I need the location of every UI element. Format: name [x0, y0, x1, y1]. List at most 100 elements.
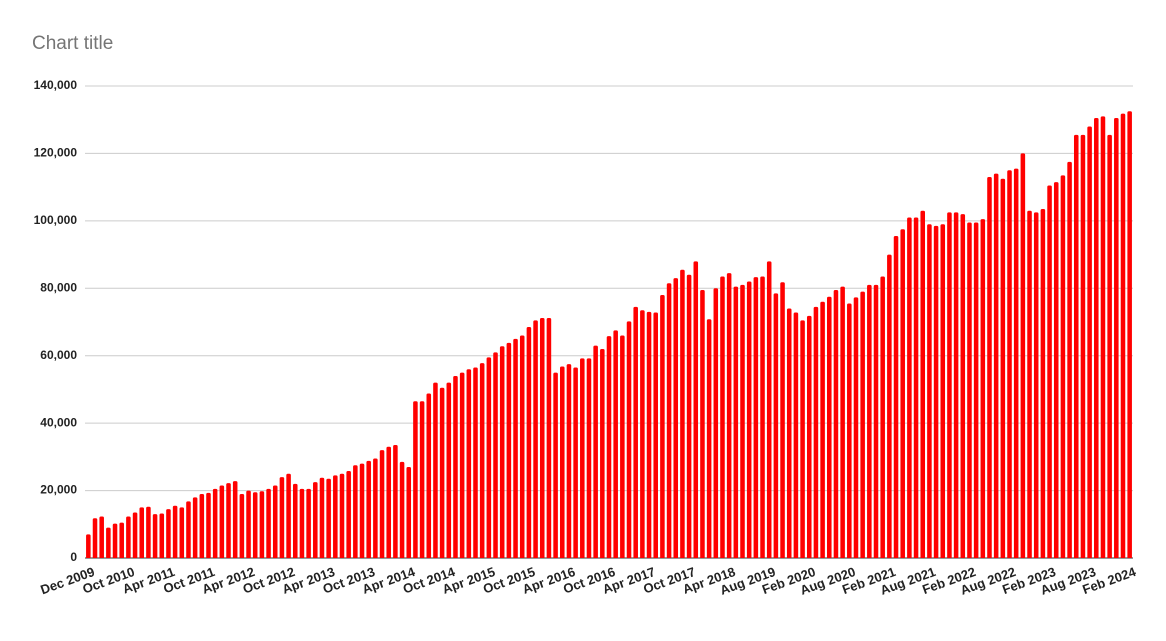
bar — [1027, 210, 1032, 558]
bar — [112, 523, 118, 558]
bar — [967, 222, 972, 559]
bar — [813, 306, 819, 558]
bar — [366, 460, 371, 558]
bar — [1040, 209, 1046, 559]
bar — [333, 475, 338, 558]
bar — [506, 342, 512, 558]
bar — [426, 393, 432, 558]
bar — [146, 506, 151, 558]
bar — [406, 466, 412, 558]
bar — [693, 261, 699, 558]
bar — [653, 312, 658, 558]
bar — [479, 363, 485, 558]
y-tick-label: 80,000 — [40, 280, 77, 294]
bar — [907, 217, 912, 558]
bar — [446, 382, 452, 558]
bar — [593, 345, 598, 558]
bar — [766, 261, 772, 558]
bar — [226, 483, 231, 558]
y-tick-label: 120,000 — [34, 146, 78, 160]
bar — [713, 288, 719, 558]
y-tick-label: 20,000 — [40, 483, 77, 497]
bar — [1094, 118, 1099, 559]
bar — [166, 509, 171, 558]
bar — [206, 492, 211, 558]
bar — [860, 291, 865, 558]
bar — [940, 224, 946, 558]
bar — [1000, 178, 1006, 558]
bar — [913, 217, 919, 558]
bar — [259, 491, 265, 558]
bar — [266, 488, 271, 558]
bar — [806, 315, 812, 558]
bar — [493, 352, 498, 558]
bar — [1007, 170, 1012, 559]
bar — [359, 463, 365, 558]
bar — [106, 527, 111, 558]
bar — [880, 276, 885, 558]
bar — [827, 296, 832, 558]
bar — [887, 254, 892, 559]
bar — [292, 483, 298, 558]
bar — [119, 522, 124, 558]
bar — [159, 513, 165, 558]
bar — [686, 274, 692, 558]
bar — [212, 488, 218, 558]
bar — [232, 481, 238, 558]
bar — [313, 482, 318, 558]
bar — [353, 465, 358, 558]
bar — [786, 308, 792, 558]
bar — [539, 317, 545, 558]
bar — [987, 177, 992, 558]
bar — [306, 488, 311, 558]
bar — [279, 477, 285, 558]
bar — [379, 450, 385, 558]
bar — [1060, 175, 1066, 559]
bar — [1107, 134, 1112, 558]
bar — [399, 461, 405, 558]
bar — [346, 471, 351, 558]
chart-title: Chart title — [32, 33, 113, 54]
bar — [433, 382, 438, 558]
bar — [199, 493, 205, 558]
bar — [947, 212, 952, 558]
bar — [172, 505, 178, 558]
bar — [620, 335, 625, 558]
bar — [600, 348, 605, 558]
bar — [486, 357, 492, 558]
bar — [239, 493, 245, 558]
bar — [246, 490, 251, 558]
bar — [1067, 161, 1072, 558]
bar — [1053, 182, 1059, 559]
bar — [626, 321, 632, 558]
bar — [840, 286, 845, 558]
bar — [86, 534, 91, 558]
bar — [733, 286, 739, 558]
bar — [499, 346, 505, 558]
bar — [419, 401, 425, 558]
bar — [286, 473, 291, 558]
bar — [793, 312, 799, 558]
y-tick-label: 60,000 — [40, 348, 77, 362]
y-tick-label: 40,000 — [40, 415, 77, 429]
bar — [740, 284, 745, 558]
bar — [192, 497, 198, 558]
bar — [660, 295, 665, 558]
bar — [466, 369, 472, 558]
bar — [99, 516, 104, 558]
bar — [533, 320, 538, 558]
bar — [580, 358, 585, 558]
bar — [1073, 134, 1079, 558]
bar — [1033, 212, 1039, 558]
bar — [680, 269, 685, 558]
bar — [386, 446, 391, 558]
bar — [92, 518, 98, 558]
bar — [973, 222, 979, 559]
bar — [726, 273, 732, 558]
bar — [132, 512, 138, 558]
bar — [746, 281, 752, 558]
bar — [700, 289, 705, 558]
bar — [1047, 185, 1052, 558]
bar — [960, 214, 966, 558]
